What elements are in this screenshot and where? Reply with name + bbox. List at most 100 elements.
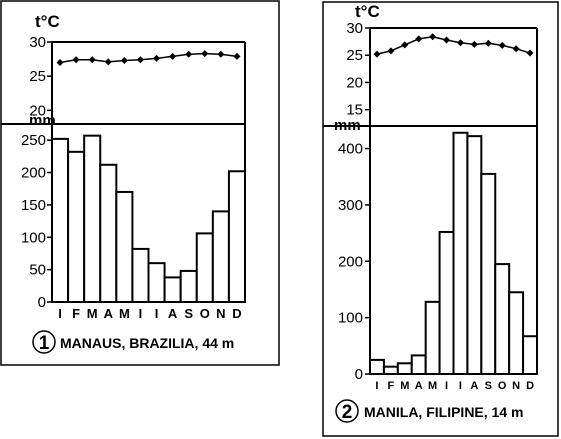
chart-2-temperature-axis: 30 25 20 15 [323, 20, 538, 374]
chart-2-month-label: M [428, 380, 437, 392]
chart-1-temperature-point [120, 56, 128, 64]
chart-2-precip-bar [452, 131, 469, 375]
chart-2-precip-bar [522, 335, 538, 375]
chart-1-temp-unit: t°C [35, 12, 60, 31]
chart-2-precip-bar [508, 291, 525, 376]
chart-2-precip-bar [438, 230, 455, 375]
chart-2-precip-bar [410, 354, 427, 375]
chart-2-month-label: A [415, 380, 423, 392]
chart-1-month-label: O [200, 306, 210, 321]
chart-2-month-label: S [485, 380, 492, 392]
chart-2-precip-bar [382, 365, 399, 376]
chart-1-precip-bar [99, 163, 118, 303]
chart-1-precip-tick-label: 200 [21, 165, 46, 182]
chart-1-precip-bar [227, 170, 247, 303]
chart-1-temperature-point [72, 56, 80, 64]
chart-1-title: MANAUS, BRAZILIA, 44 m [60, 335, 234, 351]
chart-1-frame [0, 0, 280, 366]
chart-2-temperature-point [415, 35, 423, 43]
chart-2-precip-bar [466, 135, 483, 375]
chart-1-precip-tick-label: 250 [21, 132, 46, 149]
chart-2-temperature-point [526, 49, 534, 57]
chart-1-temperature-point [56, 59, 64, 66]
chart-2-temperature-point [429, 33, 437, 41]
chart-1-precip-bar [179, 269, 198, 303]
chart-1-temp-tick-label: 20 [29, 102, 46, 119]
chart-1-precip-bar [195, 232, 214, 303]
chart-1-month-label: A [168, 306, 178, 321]
chart-1-month-label: D [232, 306, 241, 321]
chart-2-temperature-point [484, 39, 492, 47]
chart-2-precip-tick-label: 100 [338, 310, 363, 327]
chart-1-temperature-point [217, 50, 225, 58]
chart-1-month-label: F [72, 306, 80, 321]
chart-1-precip-bar [67, 150, 86, 303]
chart-2-temperature-point [401, 41, 409, 49]
chart-2-precip-bar [396, 362, 413, 376]
chart-2-month-label: O [498, 380, 507, 392]
chart-2-month-label: A [470, 380, 478, 392]
chart-1-temperature-line [56, 50, 241, 66]
chart-1-number: 1 [39, 333, 50, 354]
chart-1-month-label: I [139, 306, 143, 321]
chart-2-temp-tick-label: 20 [346, 74, 363, 91]
chart-2-precip-tick-label: 200 [338, 253, 363, 270]
chart-2-temperature-point [470, 40, 478, 48]
chart-1-caption: 1 MANAUS, BRAZILIA, 44 m [32, 330, 234, 354]
chart-2-temp-unit: t°C [355, 2, 380, 21]
chart-2-precip-bar [480, 172, 497, 375]
chart-2-temperature-point [456, 39, 464, 47]
chart-1-temperature-point [153, 54, 161, 62]
chart-1-temp-tick-label: 25 [29, 68, 46, 85]
chart-2-temperature-point [443, 36, 451, 44]
chart-2-temperature-point [498, 41, 506, 49]
chart-1-month-label: I [155, 306, 159, 321]
chart-1-temperature-point [88, 56, 96, 64]
chart-2-precip-unit: mm [334, 117, 361, 134]
chart-1-precip-bar [131, 247, 150, 303]
chart-2-frame [322, 1, 559, 437]
chart-2-temperature-polyline [376, 35, 531, 55]
chart-1-precip-bar [147, 262, 166, 303]
chart-2-number-circle [335, 399, 359, 423]
chart-2-month-label: I [459, 380, 462, 392]
chart-1-month-label: S [184, 306, 193, 321]
chart-1-temperature-point [169, 52, 177, 60]
chart-1-precip-bar [51, 137, 70, 303]
chart-1-precip-tick-label: 150 [21, 197, 46, 214]
chart-2-title: MANILA, FILIPINE, 14 m [364, 404, 523, 420]
chart-1-temperature-point [185, 50, 193, 58]
chart-2-precip-bar [424, 300, 441, 376]
chart-2-number: 2 [342, 402, 353, 423]
chart-1-temperature-point [104, 58, 112, 66]
chart-2-month-label: N [512, 380, 520, 392]
chart-2-precipitation-bars [369, 131, 538, 376]
chart-2-precip-bar [494, 263, 511, 375]
chart-1-precip-tick-label: 100 [21, 229, 46, 246]
chart-2-temperature-point [387, 47, 395, 55]
chart-2-month-label: I [375, 380, 378, 392]
chart-1-precip-unit: mm [29, 112, 56, 129]
chart-2-month-label: D [526, 380, 534, 392]
chart-2-precip-tick-label: 300 [338, 197, 363, 214]
chart-2-caption: 2 MANILA, FILIPINE, 14 m [335, 399, 523, 423]
chart-1-temperature-point [201, 50, 209, 58]
chart-1-precipitation-bars [51, 134, 247, 303]
chart-1-month-label: A [104, 306, 114, 321]
chart-1-month-label: N [216, 306, 225, 321]
chart-2-temp-tick-label: 15 [346, 102, 363, 119]
chart-2-precip-tick-label: 0 [355, 366, 363, 383]
chart-1-temperature-polyline [59, 52, 238, 64]
chart-1-precip-tick-label: 50 [29, 262, 46, 279]
chart-1-precip-tick-label: 0 [38, 294, 46, 311]
chart-2-temp-tick-label: 25 [346, 47, 363, 64]
chart-1-month-label: I [58, 306, 62, 321]
chart-1-precip-bar [163, 276, 182, 303]
chart-1-number-circle [32, 330, 56, 354]
chart-1-month-label: M [87, 306, 98, 321]
chart-1-temperature-point [233, 52, 241, 60]
chart-2-precip-bar [369, 358, 385, 375]
